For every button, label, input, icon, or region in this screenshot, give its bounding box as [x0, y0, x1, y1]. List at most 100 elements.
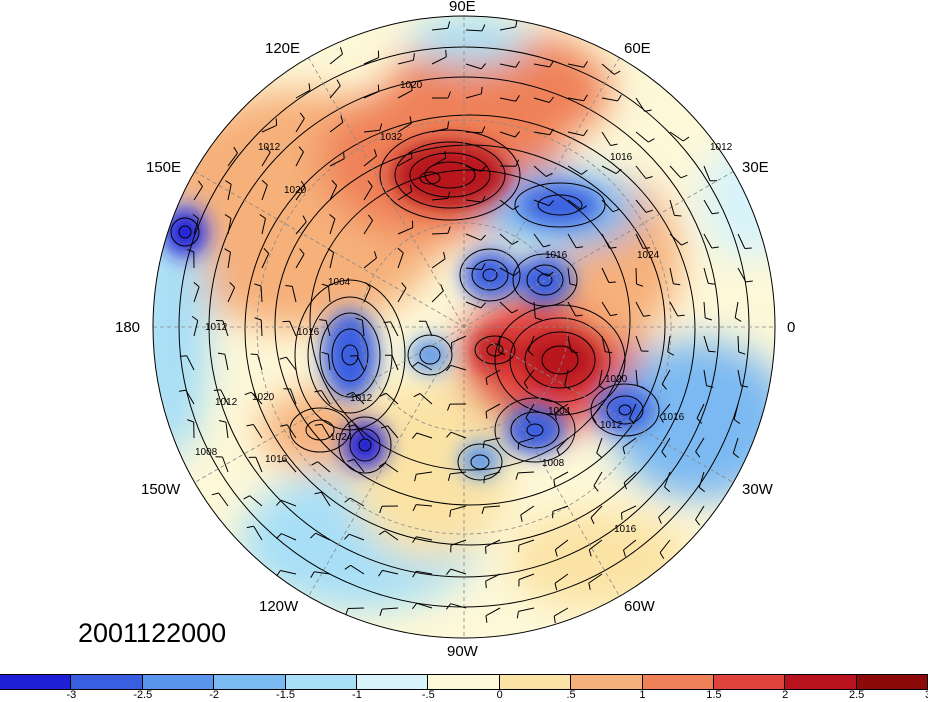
wind-barb [397, 122, 412, 133]
wind-barb-flag [677, 314, 685, 317]
wind-barb [327, 354, 331, 371]
wind-barb [601, 335, 606, 352]
contour-label: 1012 [215, 397, 238, 408]
wind-barb [669, 301, 679, 317]
wind-barb-flag [343, 151, 345, 159]
wind-barb [416, 570, 433, 575]
wind-barb-flag [517, 442, 520, 450]
wind-barb-flag [193, 282, 200, 288]
wind-barb-flag [446, 364, 452, 372]
wind-barb-flag [583, 61, 588, 68]
wind-barb [669, 165, 682, 179]
wind-barb-flag [449, 510, 452, 518]
wind-barb [425, 321, 433, 337]
colorbar-tick-label: -2 [209, 689, 220, 701]
wind-barb-flag [515, 20, 518, 28]
wind-barb [255, 457, 263, 473]
wind-barb-flag [695, 451, 701, 458]
wind-barb [485, 539, 501, 548]
wind-barb [295, 118, 305, 133]
wind-barb-flag [412, 536, 417, 543]
colorbar-swatch [785, 675, 857, 689]
wind-barb [361, 320, 365, 337]
wind-barb-flag [613, 70, 621, 75]
wind-barb-flag [681, 241, 689, 246]
wind-barb-flag [481, 126, 486, 134]
wind-barb-flag [525, 417, 531, 424]
wind-barb [567, 165, 582, 175]
wind-barb [518, 539, 535, 546]
wind-barb [465, 63, 482, 70]
wind-barb [554, 573, 569, 584]
wind-barb-flag [547, 271, 554, 277]
wind-barb [193, 218, 199, 235]
wind-barb-flag [485, 581, 487, 589]
wind-barb-flag [246, 525, 254, 529]
wind-barb [465, 131, 483, 134]
wind-barb-flag [588, 582, 591, 590]
wind-barb-flag [378, 570, 383, 577]
wind-barb-flag [445, 603, 452, 610]
wind-barb [295, 151, 304, 167]
wind-barb [734, 301, 739, 318]
wind-barb-flag [516, 611, 519, 619]
wind-barb-flag [545, 172, 553, 177]
wind-barb [353, 459, 365, 473]
wind-barb [733, 403, 739, 420]
colorbar-tick-label: 2 [782, 689, 789, 701]
wind-barb-flag [705, 317, 713, 321]
wind-barb [703, 199, 713, 215]
wind-barb-flag [480, 234, 486, 241]
wind-barb [250, 391, 263, 405]
wind-barb-flag [659, 416, 664, 423]
wind-barb [601, 199, 614, 213]
wind-barb-flag [310, 532, 316, 539]
wind-barb-flag [410, 83, 413, 91]
wind-barb-flag [339, 47, 343, 55]
wind-barb [249, 495, 263, 507]
wind-barb [737, 267, 747, 283]
contour-label: 1016 [545, 250, 568, 261]
wind-barb [567, 97, 584, 102]
wind-barb-flag [682, 136, 690, 142]
wind-barb-flag [744, 247, 752, 249]
wind-barb-flag [514, 131, 520, 138]
lon-label-120e: 120E [265, 40, 301, 57]
wind-barb-flag [548, 96, 554, 103]
wind-barb [703, 335, 710, 352]
lon-label-90w: 90W [447, 643, 478, 660]
wind-barb-flag [598, 385, 606, 390]
wind-barb-flag [346, 391, 354, 396]
wind-barb-flag [319, 319, 327, 321]
wind-barb [621, 505, 637, 514]
wind-barb [349, 497, 365, 507]
wind-barb [363, 155, 377, 167]
wind-barb-flag [413, 53, 415, 61]
wind-barb [416, 432, 433, 439]
wind-barb [363, 220, 374, 235]
wind-barb-flag [254, 317, 262, 321]
wind-barb-flag [556, 449, 561, 457]
wind-barb [695, 505, 705, 520]
wind-barb-flag [276, 499, 282, 506]
wind-barb [363, 186, 373, 201]
wind-barb-flag [412, 571, 417, 578]
wind-barb [669, 267, 674, 284]
wind-barb [261, 184, 268, 201]
wind-barb-flag [734, 317, 742, 322]
contour-label: 1004 [328, 277, 351, 288]
wind-barb-flag [564, 385, 571, 390]
wind-barb-flag [224, 248, 231, 253]
wind-barb-flag [412, 361, 419, 367]
wind-barb [499, 97, 516, 102]
colorbar-swatch [499, 675, 572, 689]
wind-barb [659, 539, 671, 553]
wind-barb [601, 165, 617, 175]
wind-barb [352, 391, 365, 405]
wind-barb-flag [667, 351, 675, 356]
wind-barb [291, 286, 297, 303]
wind-barb [484, 437, 501, 442]
contour-label: 1024 [637, 250, 660, 261]
wind-barb-flag [645, 209, 653, 213]
wind-barb [397, 59, 414, 65]
